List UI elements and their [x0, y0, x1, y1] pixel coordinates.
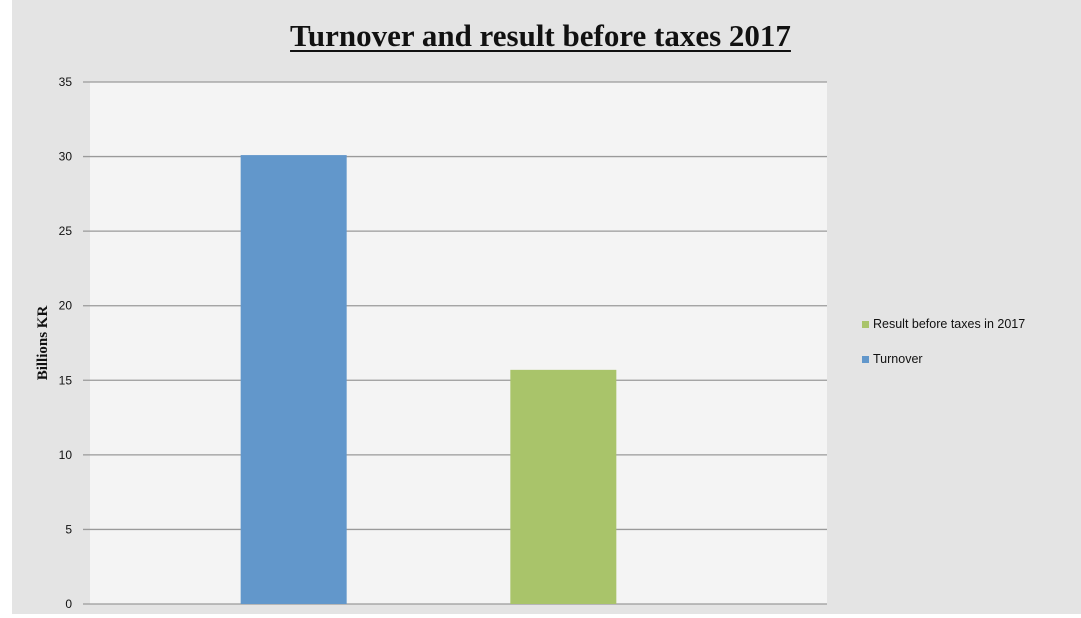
y-tick-label: 10	[59, 448, 73, 462]
legend-label: Turnover	[873, 352, 923, 366]
chart-title: Turnover and result before taxes 2017	[290, 18, 791, 53]
bar-result-before-taxes-in-2017	[510, 369, 617, 604]
legend-item-turnover: Turnover	[862, 352, 923, 366]
legend-item-result-before-taxes-in-2017: Result before taxes in 2017	[862, 317, 1025, 331]
bars	[240, 155, 617, 604]
y-tick-label: 30	[59, 150, 73, 164]
bar-turnover	[240, 155, 347, 604]
y-tick-label: 35	[59, 75, 73, 89]
y-tick-label: 15	[59, 373, 73, 387]
legend-swatch	[862, 321, 869, 328]
y-tick-label: 20	[59, 299, 73, 313]
gridlines	[83, 81, 827, 605]
y-tick-label: 25	[59, 224, 73, 238]
plot-area	[90, 82, 827, 604]
legend-label: Result before taxes in 2017	[873, 317, 1025, 331]
y-axis-ticks: 0 5 10 15 20 25 30 35	[59, 75, 73, 611]
legend-swatch	[862, 356, 869, 363]
y-axis-label: Billions KR	[35, 306, 51, 381]
legend: Result before taxes in 2017 Turnover	[862, 317, 1025, 366]
y-tick-label: 0	[65, 597, 72, 611]
y-tick-label: 5	[65, 522, 72, 536]
